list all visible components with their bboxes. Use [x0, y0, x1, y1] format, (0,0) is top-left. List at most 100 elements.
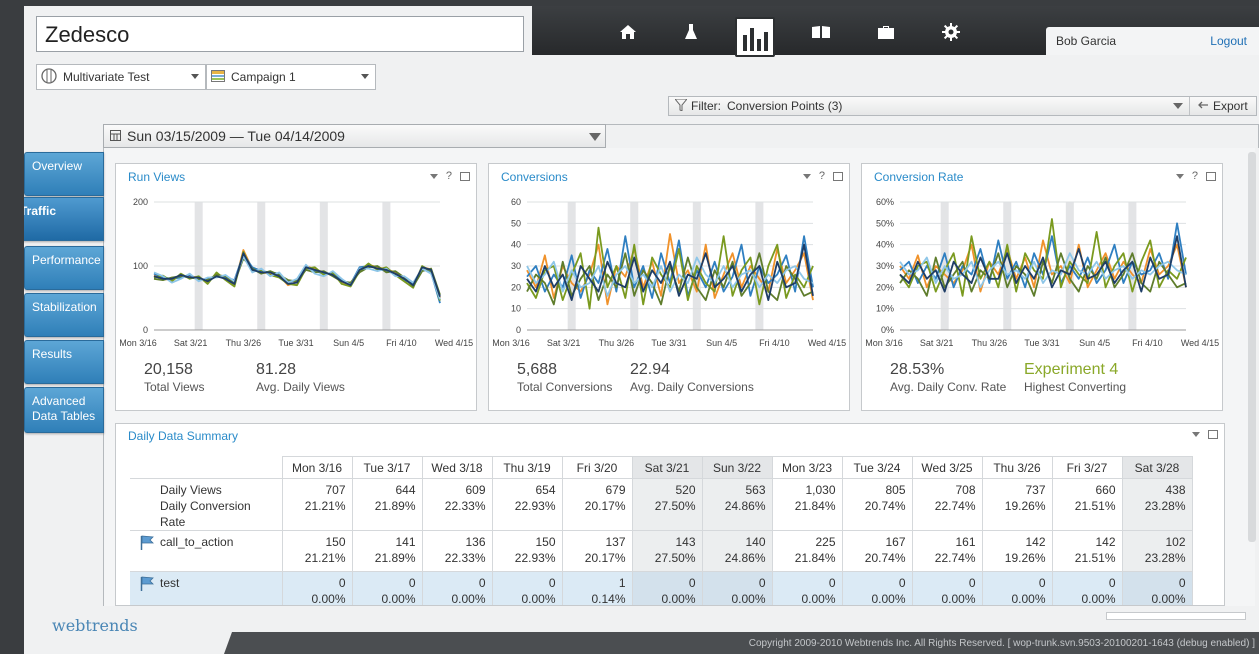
cell-value: 141: [395, 535, 416, 549]
table-cell: 143 27.50%: [631, 530, 703, 572]
vertical-scrollbar[interactable]: [1248, 152, 1256, 542]
column-header: Thu 3/26: [981, 456, 1053, 479]
chevron-down-icon[interactable]: [1173, 103, 1183, 109]
stat-value: 81.28: [256, 361, 297, 378]
y-tick-label: 0: [516, 325, 521, 335]
cell-value: 136: [465, 535, 486, 549]
flag-icon: [140, 576, 154, 596]
tab-overview[interactable]: Overview: [24, 152, 104, 196]
tab-advanced-data-tables[interactable]: Advanced Data Tables: [24, 387, 104, 433]
reports-icon[interactable]: [735, 17, 775, 57]
cell-rate: 0.00%: [731, 592, 766, 606]
cell-value: 520: [675, 483, 696, 497]
series-line: [153, 252, 441, 298]
y-tick-label: 20%: [876, 282, 894, 292]
column-header: Tue 3/24: [841, 456, 913, 479]
briefcase-icon[interactable]: [872, 20, 900, 44]
book-icon[interactable]: [807, 20, 835, 44]
x-tick-label: Sun 4/5: [706, 338, 737, 348]
table-row[interactable]: Daily Views Daily Conversion Rate 707 21.21…: [130, 478, 1193, 531]
cell-value: 1: [618, 576, 626, 590]
column-header: Sun 3/22: [701, 456, 773, 479]
help-icon[interactable]: ?: [1191, 170, 1198, 182]
cell-rate: 22.74%: [934, 551, 976, 565]
series-line: [899, 252, 1187, 289]
maximize-icon[interactable]: [1206, 171, 1216, 181]
x-tick-label: Mon 3/16: [119, 338, 157, 348]
table-cell: 0 0.00%: [701, 571, 773, 606]
tab-results[interactable]: Results: [24, 340, 104, 384]
chevron-down-icon[interactable]: [1175, 173, 1184, 179]
panel-title: Conversions: [501, 170, 568, 184]
summary-table: Mon 3/16 Tue 3/17 Wed 3/18 Thu 3/19 Fri 3/20…: [130, 456, 1193, 606]
export-button[interactable]: Export: [1213, 99, 1248, 113]
run-views-panel: Run Views ? 0 100 200 Mon 3/16 Sat 3/21 Thu 3…: [115, 163, 477, 411]
stat-label: Avg. Daily Views: [256, 380, 345, 394]
maximize-icon[interactable]: [1208, 430, 1218, 439]
tab-stabilization[interactable]: Stabilization: [24, 293, 104, 337]
campaign-select[interactable]: Campaign 1: [206, 64, 376, 90]
help-icon[interactable]: ?: [445, 170, 452, 182]
x-tick-label: Sat 3/21: [547, 338, 581, 348]
flask-icon[interactable]: [677, 20, 705, 44]
cell-value: 660: [1095, 483, 1116, 497]
horizontal-scrollbar[interactable]: [1106, 612, 1246, 620]
y-tick-label: 10: [511, 304, 521, 314]
maximize-icon[interactable]: [460, 171, 470, 181]
table-cell: 150 21.21%: [281, 530, 353, 572]
stat-value: 5,688: [517, 361, 558, 378]
chevron-down-icon[interactable]: [802, 173, 811, 179]
chevron-down-icon: [589, 133, 601, 141]
table-row[interactable]: test 0 0.00% 0 0.00% 0 0.00% 0 0.00% 1 0.14% 0 0.00%…: [130, 571, 1193, 606]
date-range-picker[interactable]: Sun 03/15/2009 — Tue 04/14/2009: [103, 124, 606, 148]
cell-rate: 0.00%: [311, 592, 346, 606]
column-header: Sat 3/28: [1121, 456, 1193, 479]
cell-value: 137: [605, 535, 626, 549]
cell-value: 1,030: [805, 483, 836, 497]
tab-traffic[interactable]: Traffic: [24, 197, 104, 241]
cell-value: 0: [1038, 576, 1046, 590]
stat-value: 20,158: [144, 361, 193, 378]
cell-rate: 21.51%: [1074, 499, 1116, 513]
home-icon[interactable]: [614, 20, 642, 44]
date-range-value: Sun 03/15/2009 — Tue 04/14/2009: [127, 128, 345, 144]
cell-rate: 0.14%: [591, 592, 626, 606]
gear-icon[interactable]: [937, 20, 965, 44]
cell-rate: 21.51%: [1074, 551, 1116, 565]
maximize-icon[interactable]: [833, 171, 843, 181]
tab-performance[interactable]: Performance: [24, 246, 104, 290]
chevron-down-icon: [191, 74, 199, 79]
cell-value: 0: [1178, 576, 1186, 590]
cell-rate: 0.00%: [451, 592, 486, 606]
filter-bar[interactable]: Filter: Conversion Points (3) Export: [668, 96, 1257, 116]
help-icon[interactable]: ?: [818, 170, 825, 182]
conversions-panel: Conversions ? 0 10 20 30 40 50 60 Mon 3/16 Sat 3…: [488, 163, 850, 411]
column-header: Fri 3/20: [561, 456, 633, 479]
cell-rate: 22.93%: [514, 499, 556, 513]
y-tick-label: 20: [511, 282, 521, 292]
cell-value: 707: [325, 483, 346, 497]
multivariate-icon: [41, 67, 57, 87]
table-cell: 0 0.00%: [911, 571, 983, 605]
column-header: Sat 3/21: [631, 456, 703, 479]
test-type-select[interactable]: Multivariate Test: [36, 64, 206, 90]
table-cell: 142 21.51%: [1051, 530, 1123, 572]
chevron-down-icon[interactable]: [1192, 432, 1200, 437]
conversion-rate-panel: Conversion Rate ? 0% 10% 20% 30% 40% 50% 60% Mo…: [861, 163, 1223, 411]
footer: webtrends Copyright 2009-2010 Webtrends …: [24, 606, 1259, 654]
chevron-down-icon[interactable]: [429, 173, 438, 179]
column-header: Mon 3/16: [281, 456, 353, 479]
stat-label: Highest Converting: [1024, 380, 1127, 394]
calendar-icon: [110, 128, 121, 144]
highest-converting-value: Experiment 4: [1024, 361, 1119, 378]
cell-rate: 19.26%: [1004, 551, 1046, 565]
y-tick-label: 100: [133, 261, 148, 271]
x-tick-label: Fri 4/10: [386, 338, 417, 348]
logout-link[interactable]: Logout: [1210, 34, 1247, 48]
table-cell: 644 21.89%: [351, 478, 423, 531]
table-row[interactable]: call_to_action 150 21.21% 141 21.89% 136 22.33…: [130, 530, 1193, 572]
cell-rate: 23.28%: [1144, 499, 1186, 513]
filter-icon: [673, 98, 689, 114]
daily-data-summary: Daily Data Summary Mon 3/16 Tue 3/17 Wed 3…: [115, 423, 1225, 606]
cell-value: 140: [745, 535, 766, 549]
